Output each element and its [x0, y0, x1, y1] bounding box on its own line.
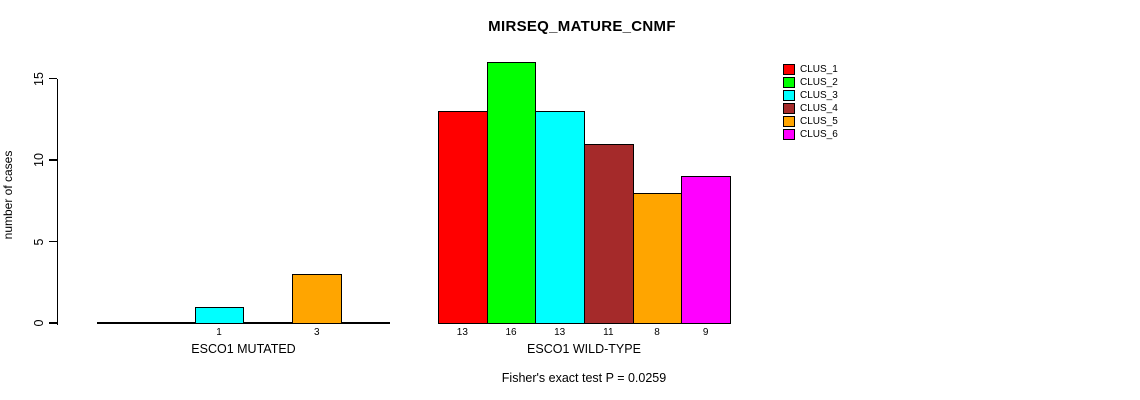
bar-value-label: 9	[702, 327, 709, 338]
bar-clus_5	[632, 192, 683, 324]
bar-value-label: 11	[603, 327, 614, 338]
bar-clus_1	[438, 111, 488, 324]
y-axis-tick	[48, 159, 57, 161]
legend-entry: CLUS_6	[783, 128, 838, 141]
legend-color-swatch	[783, 76, 795, 89]
bar-clus_2	[486, 62, 537, 324]
bar-value-label: 13	[554, 327, 566, 338]
y-axis-tick	[48, 322, 57, 324]
legend-entry-label: CLUS_3	[800, 90, 838, 101]
legend-entry: CLUS_5	[783, 115, 838, 128]
legend-color-swatch	[783, 102, 795, 115]
group-label-esco1-mutated: ESCO1 MUTATED	[191, 342, 296, 356]
legend-entry: CLUS_1	[783, 63, 838, 76]
legend-entry: CLUS_2	[783, 76, 838, 89]
bar-clus_4	[584, 143, 634, 324]
fisher-test-annotation: Fisher's exact test P = 0.0259	[501, 371, 667, 385]
y-axis-line	[56, 78, 58, 325]
y-axis-tick	[48, 77, 57, 80]
group-label-esco1-wild-type: ESCO1 WILD-TYPE	[527, 342, 641, 356]
y-axis-label: number of cases	[1, 150, 15, 240]
y-tick-label: 0	[32, 319, 46, 327]
bar-clus_3	[194, 306, 245, 324]
legend-entry-label: CLUS_6	[800, 129, 838, 140]
y-axis-tick	[48, 240, 57, 243]
legend-color-swatch	[783, 63, 795, 76]
legend: CLUS_1 CLUS_2 CLUS_3 CLUS_4 CLUS_5 CLUS_6	[783, 63, 838, 141]
bar-clus_5	[292, 274, 343, 324]
y-tick-label: 10	[32, 153, 46, 167]
bar-value-label: 8	[654, 327, 660, 338]
y-tick-label: 15	[32, 71, 46, 86]
legend-color-swatch	[783, 89, 795, 102]
bar-value-label: 1	[216, 327, 222, 338]
legend-entry-label: CLUS_5	[800, 116, 838, 127]
legend-color-swatch	[783, 115, 795, 128]
legend-entry: CLUS_3	[783, 89, 838, 102]
bar-clus_6	[681, 176, 731, 324]
y-tick-label: 5	[32, 238, 46, 245]
bar-value-label: 16	[505, 327, 517, 338]
legend-entry-label: CLUS_4	[800, 103, 838, 114]
bar-clus_3	[535, 111, 585, 324]
legend-color-swatch	[783, 128, 795, 141]
legend-entry-label: CLUS_1	[800, 64, 838, 75]
legend-entry-label: CLUS_2	[800, 77, 838, 88]
chart-title: MIRSEQ_MATURE_CNMF	[488, 18, 676, 35]
bar-value-label: 13	[456, 327, 468, 338]
legend-entry: CLUS_4	[783, 102, 838, 115]
bar-value-label: 3	[313, 327, 320, 338]
